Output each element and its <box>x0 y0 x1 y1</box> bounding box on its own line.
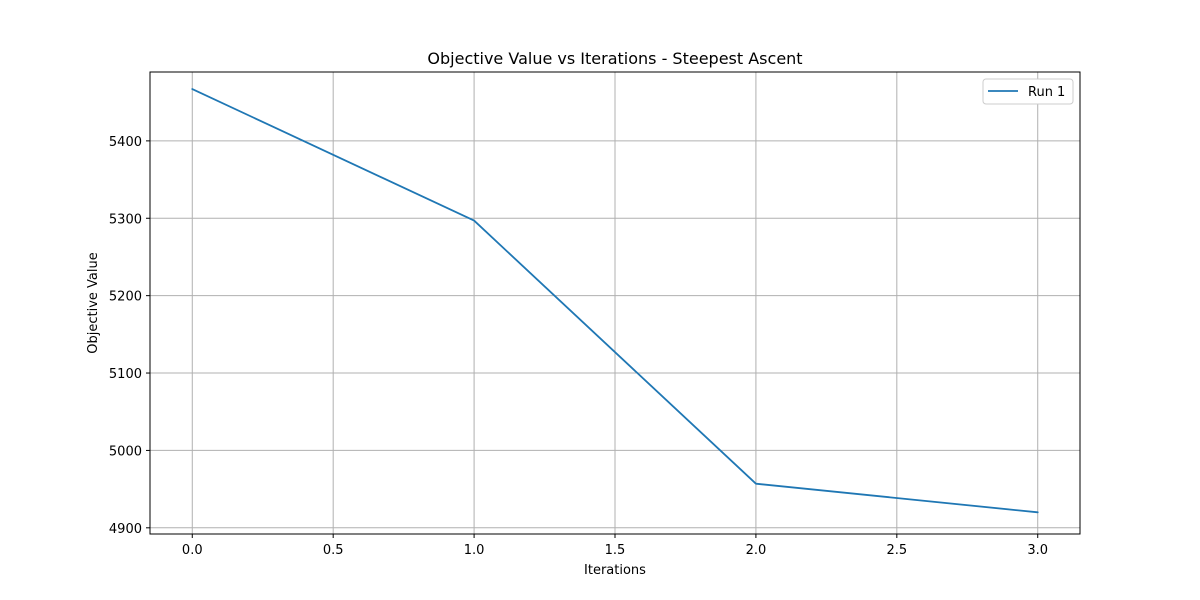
chart-title: Objective Value vs Iterations - Steepest… <box>427 49 802 68</box>
y-axis-label: Objective Value <box>86 252 101 353</box>
grid-lines <box>150 72 1080 534</box>
x-tick-label: 2.0 <box>746 543 767 558</box>
y-tick-label: 5000 <box>109 444 142 459</box>
x-tick-label: 2.5 <box>886 543 907 558</box>
series-layer <box>191 88 1039 514</box>
x-tick-label: 0.5 <box>323 543 344 558</box>
y-tick-label: 4900 <box>109 522 142 537</box>
x-axis-ticks: 0.0 0.5 1.0 1.5 2.0 2.5 3.0 <box>182 534 1048 558</box>
x-tick-label: 1.0 <box>464 543 485 558</box>
x-tick-label: 0.0 <box>182 543 203 558</box>
x-tick-label: 1.5 <box>605 543 626 558</box>
series-line-run-1 <box>191 88 1039 514</box>
legend-box <box>982 78 1074 105</box>
y-tick-label: 5300 <box>109 212 142 227</box>
x-tick-label: 3.0 <box>1027 543 1048 558</box>
legend-label-run-1: Run 1 <box>1028 85 1065 100</box>
y-axis-ticks: 4900 5000 5100 5200 5300 5400 <box>109 135 150 537</box>
y-tick-label: 5200 <box>109 290 142 305</box>
y-tick-label: 5100 <box>109 367 142 382</box>
legend: Run 1 <box>982 78 1074 105</box>
x-axis-label: Iterations <box>584 563 646 578</box>
y-tick-label: 5400 <box>109 135 142 150</box>
